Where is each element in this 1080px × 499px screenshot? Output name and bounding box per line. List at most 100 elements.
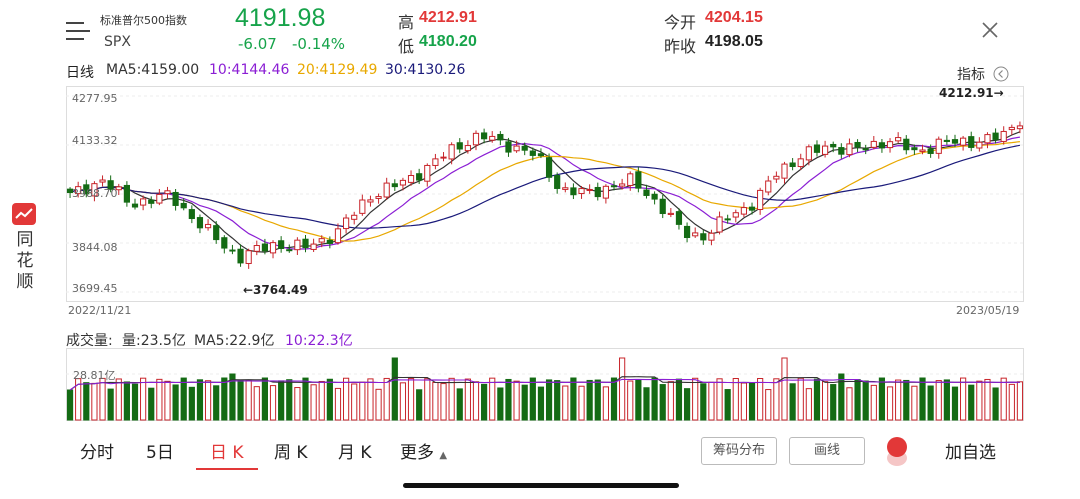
volume-bar <box>578 385 585 421</box>
candle <box>529 147 536 161</box>
tab-minute[interactable]: 分时 <box>80 443 114 463</box>
volume-bar <box>334 387 342 421</box>
volume-bar <box>213 385 220 421</box>
tab-5day[interactable]: 5日 <box>146 443 174 463</box>
candle <box>708 229 715 246</box>
candle <box>107 175 114 193</box>
volume-bar <box>700 383 707 421</box>
volume-bar <box>180 377 187 421</box>
volume-bar <box>602 386 609 421</box>
candle <box>416 168 423 185</box>
candle <box>91 181 98 202</box>
candle <box>156 189 163 206</box>
candle <box>724 214 731 224</box>
volume-bar <box>107 388 114 421</box>
candle <box>513 140 520 153</box>
x-end-label: 2023/05/19 <box>956 304 1020 317</box>
tab-monthly-k[interactable]: 月 K <box>338 443 372 463</box>
candle <box>204 219 212 231</box>
volume-bar <box>610 377 618 421</box>
candle <box>261 238 269 255</box>
ma20-value: 20:4129.49 <box>297 62 378 78</box>
volume-bar <box>724 389 731 421</box>
volume-bar <box>570 377 577 421</box>
volume-bar <box>383 377 390 421</box>
volume-bar <box>424 378 431 421</box>
candle <box>115 183 122 196</box>
chips-distribution-button[interactable]: 筹码分布 <box>701 437 777 465</box>
volume-bar <box>927 385 934 421</box>
draw-line-button[interactable]: 画线 <box>789 437 865 465</box>
candle <box>627 171 634 191</box>
volume-bar <box>164 380 171 421</box>
candle <box>245 248 252 269</box>
volume-bar <box>773 378 780 421</box>
candle <box>683 222 691 243</box>
candle <box>131 198 139 210</box>
tab-weekly-k[interactable]: 周 K <box>274 443 308 463</box>
add-favorite-button[interactable]: 加自选 <box>945 443 996 463</box>
candle <box>821 140 829 158</box>
candle <box>310 238 317 252</box>
candle <box>140 195 147 211</box>
volume-bar <box>594 379 601 421</box>
candle <box>797 153 804 171</box>
y-tick-0: 4277.95 <box>72 92 118 105</box>
volume-bar <box>391 357 398 421</box>
volume-bar <box>318 380 325 421</box>
index-code: SPX <box>104 34 131 50</box>
candle <box>562 182 569 193</box>
candle <box>99 175 106 187</box>
volume-bar <box>692 377 699 421</box>
candle <box>813 140 821 157</box>
candle <box>789 158 796 171</box>
menu-icon[interactable] <box>66 20 90 42</box>
candle <box>148 196 155 209</box>
candle <box>659 194 666 219</box>
candle <box>862 144 869 155</box>
close-icon[interactable] <box>980 20 1000 40</box>
candle <box>399 177 407 191</box>
app-tab[interactable]: 同 花 顺 <box>12 203 38 293</box>
kline-chart[interactable] <box>66 86 1024 302</box>
price-change: -6.07 <box>238 35 277 53</box>
tab-more[interactable]: 更多 ▲ <box>400 443 448 463</box>
volume-bar <box>367 378 374 421</box>
candle <box>903 135 910 155</box>
candle <box>554 172 561 194</box>
record-icon[interactable] <box>887 437 907 457</box>
volume-bar <box>1016 381 1024 421</box>
candle <box>188 205 195 224</box>
candle <box>294 237 301 255</box>
volume-bar <box>651 377 658 421</box>
volume-bar <box>635 379 642 421</box>
candle <box>164 186 171 199</box>
volume-bar <box>286 379 293 421</box>
candle <box>342 214 350 234</box>
candle <box>497 131 504 146</box>
chevron-left-circle-icon[interactable] <box>993 66 1009 82</box>
candle <box>537 148 545 159</box>
low-value: 4180.20 <box>419 33 477 50</box>
candle <box>838 143 845 159</box>
volume-bar <box>66 389 74 421</box>
volume-chart[interactable] <box>66 348 1024 422</box>
volume-bar <box>1008 383 1015 421</box>
volume-bar <box>99 377 106 421</box>
candle <box>951 134 959 148</box>
volume-bar <box>919 377 926 421</box>
candle <box>984 132 991 149</box>
candle <box>172 189 179 211</box>
tab-daily-k[interactable]: 日 K <box>210 443 244 463</box>
volume-bar <box>992 387 999 421</box>
candle <box>123 181 130 207</box>
candle <box>935 136 942 159</box>
candle <box>237 244 244 267</box>
volume-bar <box>562 385 569 421</box>
candle <box>878 138 886 153</box>
candle <box>943 135 950 145</box>
candle <box>464 140 471 154</box>
candle <box>75 181 82 198</box>
indicator-button[interactable]: 指标 <box>957 67 985 83</box>
volume-bar <box>278 380 285 421</box>
